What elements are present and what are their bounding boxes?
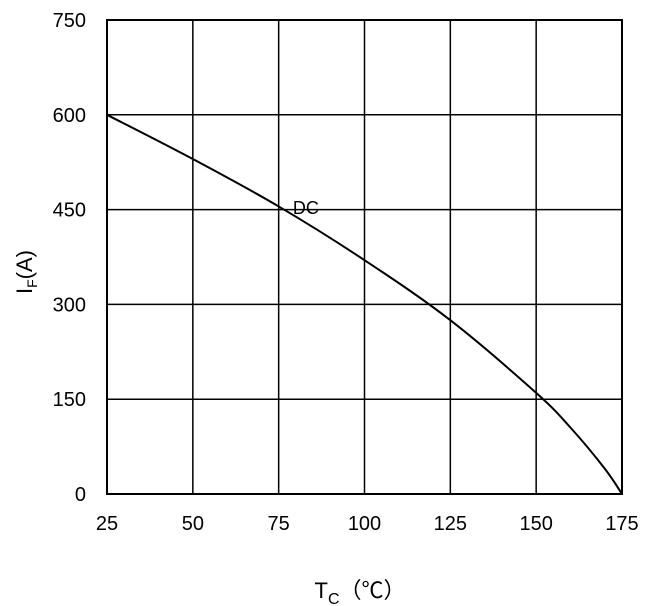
x-axis-label: TC（℃） [314, 578, 405, 606]
y-axis-label-sub: F [24, 279, 40, 288]
y-tick-label: 600 [53, 105, 86, 127]
series-line-dc [106, 113, 623, 495]
y-tick-label: 750 [53, 10, 86, 32]
x-tick-label: 100 [348, 513, 381, 535]
x-tick-label: 50 [182, 513, 204, 535]
y-axis-label-unit: (A) [12, 250, 37, 279]
x-tick-label: 175 [605, 513, 638, 535]
plot-frame [106, 19, 623, 495]
y-tick-labels: 0 150 300 450 600 750 [53, 10, 86, 506]
y-tick-label: 450 [53, 200, 86, 222]
y-tick-label: 300 [53, 294, 86, 316]
x-tick-label: 75 [268, 513, 290, 535]
annotation-dc: DC [293, 198, 319, 218]
x-tick-labels: 25 50 75 100 125 150 175 [96, 513, 639, 535]
x-axis-label-unit: （℃） [340, 578, 406, 603]
y-axis-label-main: I [12, 288, 37, 294]
y-tick-label: 0 [75, 484, 86, 506]
y-axis-label: IF(A) [12, 250, 40, 294]
x-axis-label-sub: C [328, 591, 340, 606]
x-tick-label: 125 [434, 513, 467, 535]
x-axis-label-main: T [314, 578, 327, 603]
grid [106, 19, 623, 495]
y-tick-label: 150 [53, 389, 86, 411]
x-tick-label: 25 [96, 513, 118, 535]
x-tick-label: 150 [519, 513, 552, 535]
